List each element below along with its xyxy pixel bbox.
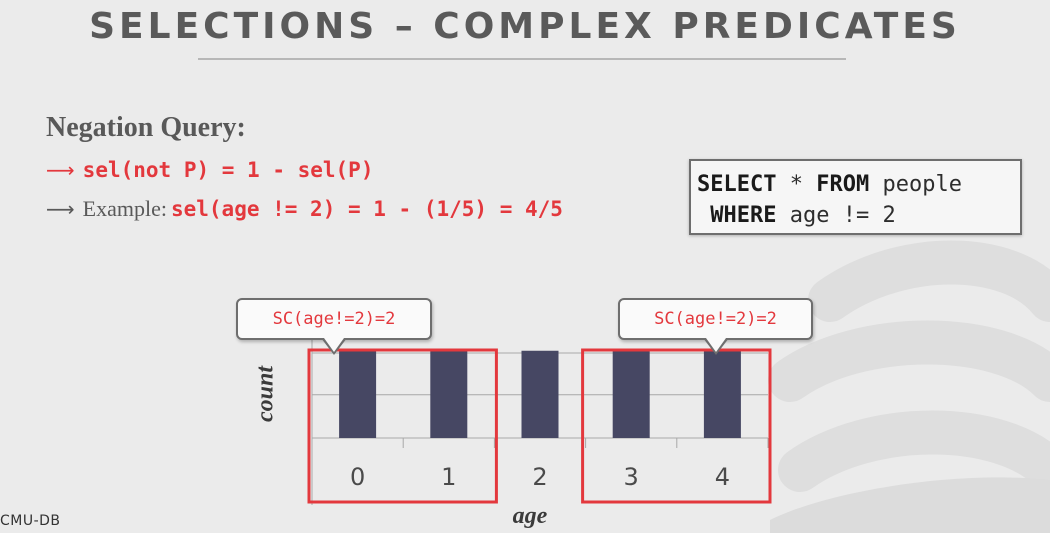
title-divider xyxy=(198,58,846,60)
formula-code: sel(not P) = 1 - sel(P) xyxy=(82,158,374,182)
arrow-icon: ⟶ xyxy=(46,197,75,221)
callout-left-text: SC(age!=2)=2 xyxy=(272,309,396,329)
x-tick-label-4: 4 xyxy=(715,463,730,491)
x-tick-label-0: 0 xyxy=(350,463,365,491)
sql-query-box: SELECT * FROM people WHERE age != 2 xyxy=(689,159,1022,235)
bar-age-0 xyxy=(339,350,377,438)
slide-title: SELECTIONS – COMPLEX PREDICATES xyxy=(89,6,961,47)
example-code: sel(age != 2) = 1 - (1/5) = 4/5 xyxy=(170,197,563,221)
x-tick-label-1: 1 xyxy=(441,463,456,491)
x-tick-label-2: 2 xyxy=(532,463,547,491)
example-label: Example: xyxy=(82,196,167,221)
bar-age-1 xyxy=(430,350,468,438)
bar-age-3 xyxy=(612,350,650,438)
x-tick-label-3: 3 xyxy=(624,463,639,491)
footer-logo-text: CMU-DB xyxy=(0,513,61,529)
sql-line-1: SELECT * FROM people xyxy=(697,172,962,197)
highlight-box-2 xyxy=(581,348,772,504)
bar-age-2 xyxy=(521,350,559,438)
arrow-icon: ⟶ xyxy=(46,158,75,182)
callout-left: SC(age!=2)=2 xyxy=(236,298,432,355)
bar-age-4 xyxy=(703,350,741,438)
x-axis-label: age xyxy=(512,503,548,529)
y-axis-label: count xyxy=(252,366,279,423)
callout-right-text: SC(age!=2)=2 xyxy=(654,309,777,329)
sql-line-2: WHERE age != 2 xyxy=(710,203,896,228)
highlight-box-1 xyxy=(307,348,498,504)
bullet-example: ⟶ Example: sel(age != 2) = 1 - (1/5) = 4/5 xyxy=(46,196,563,222)
callout-right: SC(age!=2)=2 xyxy=(618,298,813,355)
bullet-negation-formula: ⟶ sel(not P) = 1 - sel(P) xyxy=(46,157,373,183)
section-heading: Negation Query: xyxy=(46,112,246,143)
